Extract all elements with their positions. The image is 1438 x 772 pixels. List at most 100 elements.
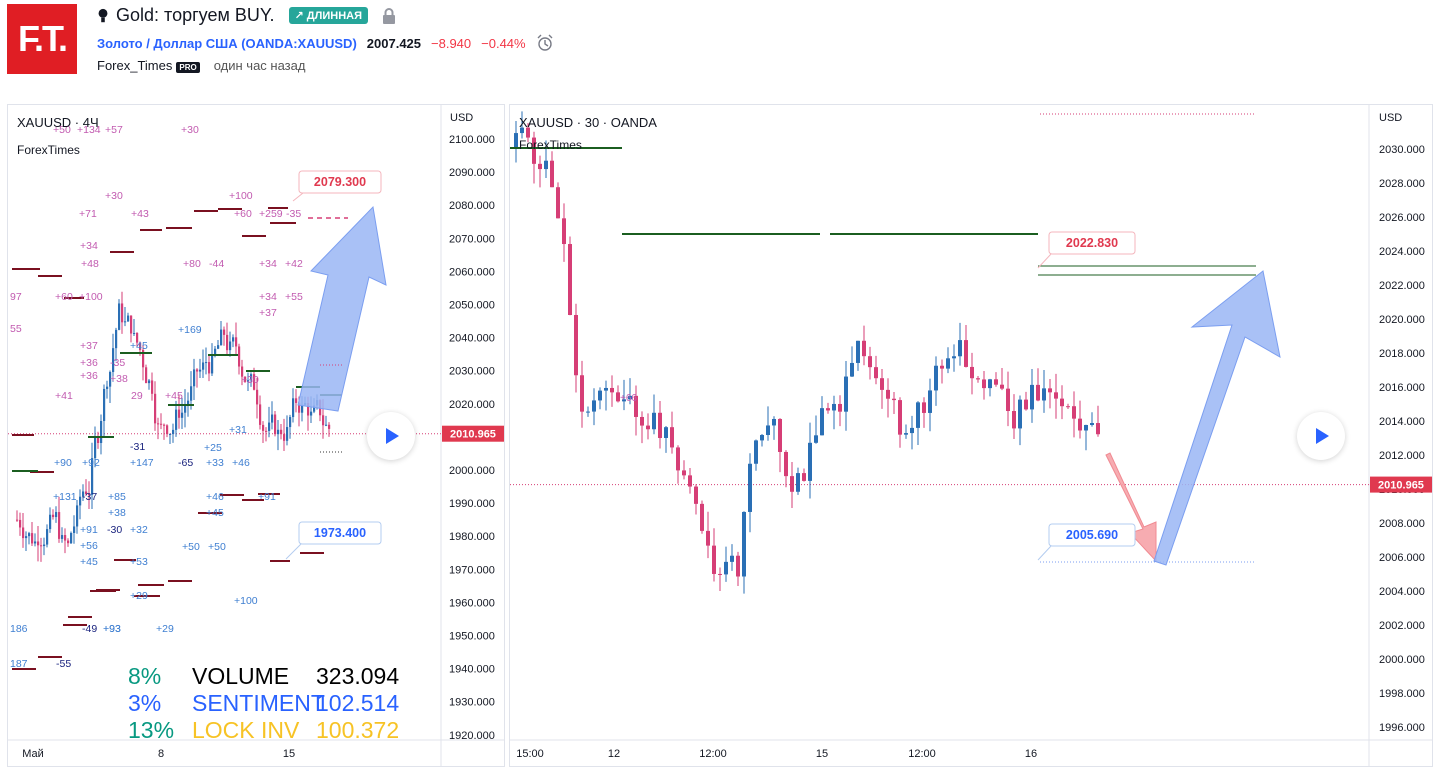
candle-body bbox=[652, 412, 656, 430]
trade-annotation: +91 bbox=[258, 491, 276, 503]
candle-body bbox=[169, 433, 172, 435]
candle-body bbox=[229, 341, 232, 351]
candle-body bbox=[136, 332, 139, 343]
symbol-link[interactable]: Золото / Доллар США (OANDA:XAUUSD) bbox=[97, 35, 357, 51]
time-tick-label: 12 bbox=[608, 748, 620, 760]
candle-body bbox=[124, 321, 127, 323]
candle-body bbox=[1072, 406, 1076, 419]
price-tick-label: 2020.000 bbox=[449, 399, 495, 411]
candle-body bbox=[958, 340, 962, 357]
target-label-leader bbox=[1037, 253, 1052, 269]
price-tick-label: 1998.000 bbox=[1379, 688, 1425, 700]
candle-body bbox=[520, 127, 524, 134]
candle-body bbox=[313, 405, 316, 412]
trade-annotation: +259 bbox=[259, 208, 283, 220]
trade-annotation: +30 bbox=[181, 124, 199, 136]
candle-body bbox=[1096, 423, 1100, 435]
candle-body bbox=[85, 491, 88, 494]
candle-body bbox=[154, 393, 157, 424]
chart-4h-canvas[interactable]: 2100.000 2090.000 2080.000 2070.000 2060.000… bbox=[8, 105, 505, 767]
candle-body bbox=[928, 390, 932, 413]
alarm-clock-icon[interactable] bbox=[536, 34, 554, 52]
trade-annotation: +56 bbox=[80, 540, 98, 552]
candle-body bbox=[796, 473, 800, 492]
play-button-4h[interactable] bbox=[367, 412, 415, 460]
candle-body bbox=[226, 334, 229, 351]
trade-annotation: +50 bbox=[182, 541, 200, 553]
candle-body bbox=[778, 418, 782, 452]
candle-body bbox=[808, 442, 812, 481]
time-tick-label: 15:00 bbox=[516, 748, 544, 760]
candle-body bbox=[298, 402, 301, 413]
price-tick-label: 1980.000 bbox=[449, 531, 495, 543]
candle-body bbox=[1042, 388, 1046, 401]
price-tick-label: 2004.000 bbox=[1379, 586, 1425, 598]
stop-label-leader bbox=[285, 543, 302, 560]
candle-body bbox=[61, 535, 64, 539]
trade-annotation: +29 bbox=[156, 623, 174, 635]
trade-annotation: +71 bbox=[79, 208, 97, 220]
play-button-30m[interactable] bbox=[1297, 412, 1345, 460]
candle-body bbox=[682, 470, 686, 476]
candle-body bbox=[148, 380, 151, 384]
candle-body bbox=[622, 399, 626, 402]
candle-body bbox=[190, 386, 193, 401]
trade-annotation: -49 bbox=[82, 623, 97, 635]
candle-body bbox=[886, 389, 890, 399]
candle-body bbox=[25, 536, 28, 539]
trade-annotation: +100 bbox=[234, 595, 258, 607]
stats-label: SENTIMENT bbox=[192, 690, 325, 716]
chart-30m-canvas[interactable]: 2030.000 2028.000 2026.000 2024.000 2022.000… bbox=[510, 105, 1433, 767]
candle-body bbox=[1012, 411, 1016, 429]
candle-body bbox=[868, 356, 872, 368]
trade-annotation: +38 bbox=[108, 507, 126, 519]
candle-body bbox=[1030, 384, 1034, 410]
stats-label: VOLUME bbox=[192, 663, 290, 689]
trade-annotation: +45 bbox=[165, 390, 183, 402]
published-time: один час назад bbox=[213, 58, 306, 73]
price-tick-label: 2030.000 bbox=[1379, 144, 1425, 156]
candle-body bbox=[832, 403, 836, 411]
price-tick-label: 1920.000 bbox=[449, 730, 495, 742]
target-arrow-up bbox=[297, 205, 387, 412]
price-tick-label: 2040.000 bbox=[449, 333, 495, 345]
candle-body bbox=[1000, 384, 1004, 389]
candle-body bbox=[712, 545, 716, 574]
target-label-leader bbox=[292, 192, 304, 202]
stop-label-box bbox=[1048, 523, 1136, 547]
stats-row-sentiment: 3% SENTIMENT 102.514 bbox=[128, 690, 399, 717]
candle-body bbox=[994, 379, 998, 385]
trade-annotation: +29 bbox=[130, 590, 148, 602]
candle-body bbox=[28, 533, 31, 537]
idea-title-row: Gold: торгуем BUY. ↗ ДЛИННАЯ bbox=[98, 5, 396, 26]
stop-label-box bbox=[298, 521, 382, 545]
candle-body bbox=[205, 362, 208, 364]
trade-annotation: +85 bbox=[108, 491, 126, 503]
candle-body bbox=[118, 303, 121, 330]
trade-annotation: -35 bbox=[286, 208, 301, 220]
trade-annotation: +32 bbox=[130, 524, 148, 536]
candle-body bbox=[91, 458, 94, 495]
candle-body bbox=[592, 400, 596, 412]
candle-body bbox=[1006, 388, 1010, 412]
candle-body bbox=[568, 244, 572, 315]
stats-pct: 8% bbox=[128, 663, 162, 689]
price-tick-label: 1996.000 bbox=[1379, 722, 1425, 734]
candle-body bbox=[157, 423, 160, 425]
candle-body bbox=[544, 160, 548, 170]
forex-times-logo[interactable]: F.T. bbox=[7, 4, 77, 74]
candle-body bbox=[133, 332, 136, 334]
author-name[interactable]: Forex_Times PRO bbox=[97, 58, 200, 73]
trade-annotation: +131 bbox=[53, 491, 77, 503]
trade-annotation: +36 bbox=[80, 370, 98, 382]
candle-body bbox=[238, 346, 241, 367]
candle-body bbox=[1036, 384, 1040, 401]
chart-panel-4h[interactable]: 2100.000 2090.000 2080.000 2070.000 2060.000… bbox=[7, 104, 505, 767]
trade-annotation: +46 bbox=[206, 491, 224, 503]
price-tick-label: 2014.000 bbox=[1379, 416, 1425, 428]
candle-body bbox=[94, 437, 97, 459]
chart-panel-30m[interactable]: 2030.000 2028.000 2026.000 2024.000 2022.000… bbox=[509, 104, 1433, 767]
candle-body bbox=[121, 303, 124, 323]
candle-body bbox=[247, 380, 250, 382]
candle-body bbox=[82, 491, 85, 497]
